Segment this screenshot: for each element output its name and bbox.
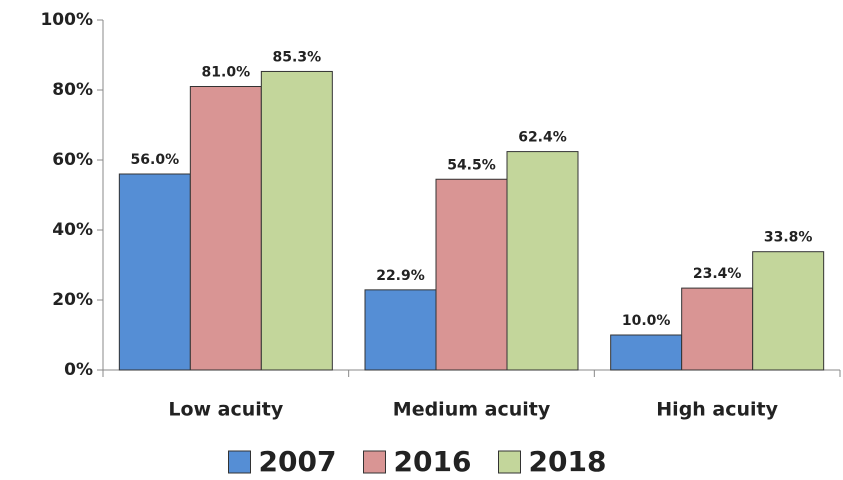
data-label: 22.9%: [376, 268, 425, 284]
legend-label: 2007: [259, 445, 337, 478]
x-tick-label: Medium acuity: [393, 399, 551, 421]
bar: [610, 334, 683, 371]
bar: [681, 287, 754, 371]
bar: [260, 70, 333, 371]
x-tick-label: High acuity: [656, 399, 778, 421]
data-label: 33.8%: [764, 230, 813, 246]
bar: [435, 178, 508, 371]
bar: [752, 251, 825, 371]
data-label: 85.3%: [273, 49, 322, 65]
y-tick-label: 0%: [64, 360, 93, 380]
y-tick-label: 60%: [52, 150, 93, 170]
y-tick-label: 100%: [40, 10, 93, 30]
legend-swatch: [363, 450, 386, 474]
legend-label: 2018: [529, 445, 607, 478]
data-label: 54.5%: [447, 157, 496, 173]
bar: [189, 86, 262, 371]
x-tick-label: Low acuity: [168, 399, 284, 421]
y-tick-label: 40%: [52, 220, 93, 240]
data-label: 81.0%: [202, 65, 251, 81]
y-tick-label: 80%: [52, 80, 93, 100]
y-tick-label: 20%: [52, 290, 93, 310]
legend-swatch: [498, 450, 521, 474]
data-label: 56.0%: [131, 152, 180, 168]
data-label: 62.4%: [518, 130, 567, 146]
bar: [506, 151, 579, 371]
data-label: 23.4%: [693, 266, 742, 282]
bar: [118, 173, 191, 371]
data-label: 10.0%: [622, 313, 671, 329]
legend-label: 2016: [394, 445, 472, 478]
legend-swatch: [228, 450, 251, 474]
bar: [364, 289, 437, 371]
